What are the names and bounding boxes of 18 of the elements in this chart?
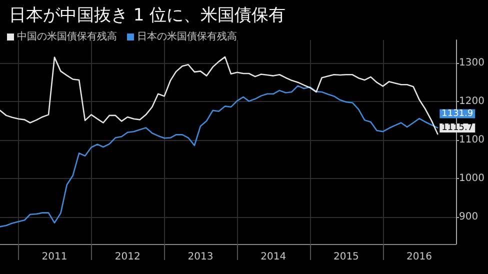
- x-tick-label: 2016: [406, 252, 432, 262]
- x-tick-label: 2014: [260, 252, 286, 262]
- y-tick-label: 1300: [459, 58, 484, 69]
- y-tick-label: 1200: [459, 96, 484, 108]
- x-tick-label: 2013: [188, 252, 214, 262]
- legend-label: 中国の米国債保有残高: [17, 30, 117, 42]
- line-series: [0, 56, 438, 135]
- x-tick-label: 2011: [42, 252, 68, 262]
- y-tick-label: 900: [459, 212, 478, 223]
- y-tick-label: 1000: [459, 173, 484, 184]
- line-series: [0, 85, 438, 228]
- x-tick-label: 2012: [114, 252, 140, 262]
- legend-label: 日本の米国債保有残高: [137, 30, 237, 42]
- data-label: 1131.9: [442, 108, 474, 119]
- y-tick-label: 1100: [459, 134, 484, 146]
- data-label: 1115.7: [442, 123, 474, 134]
- chart-title: 日本が中国抜き 1 位に、米国債保有: [9, 6, 286, 26]
- x-tick-label: 2015: [333, 252, 359, 262]
